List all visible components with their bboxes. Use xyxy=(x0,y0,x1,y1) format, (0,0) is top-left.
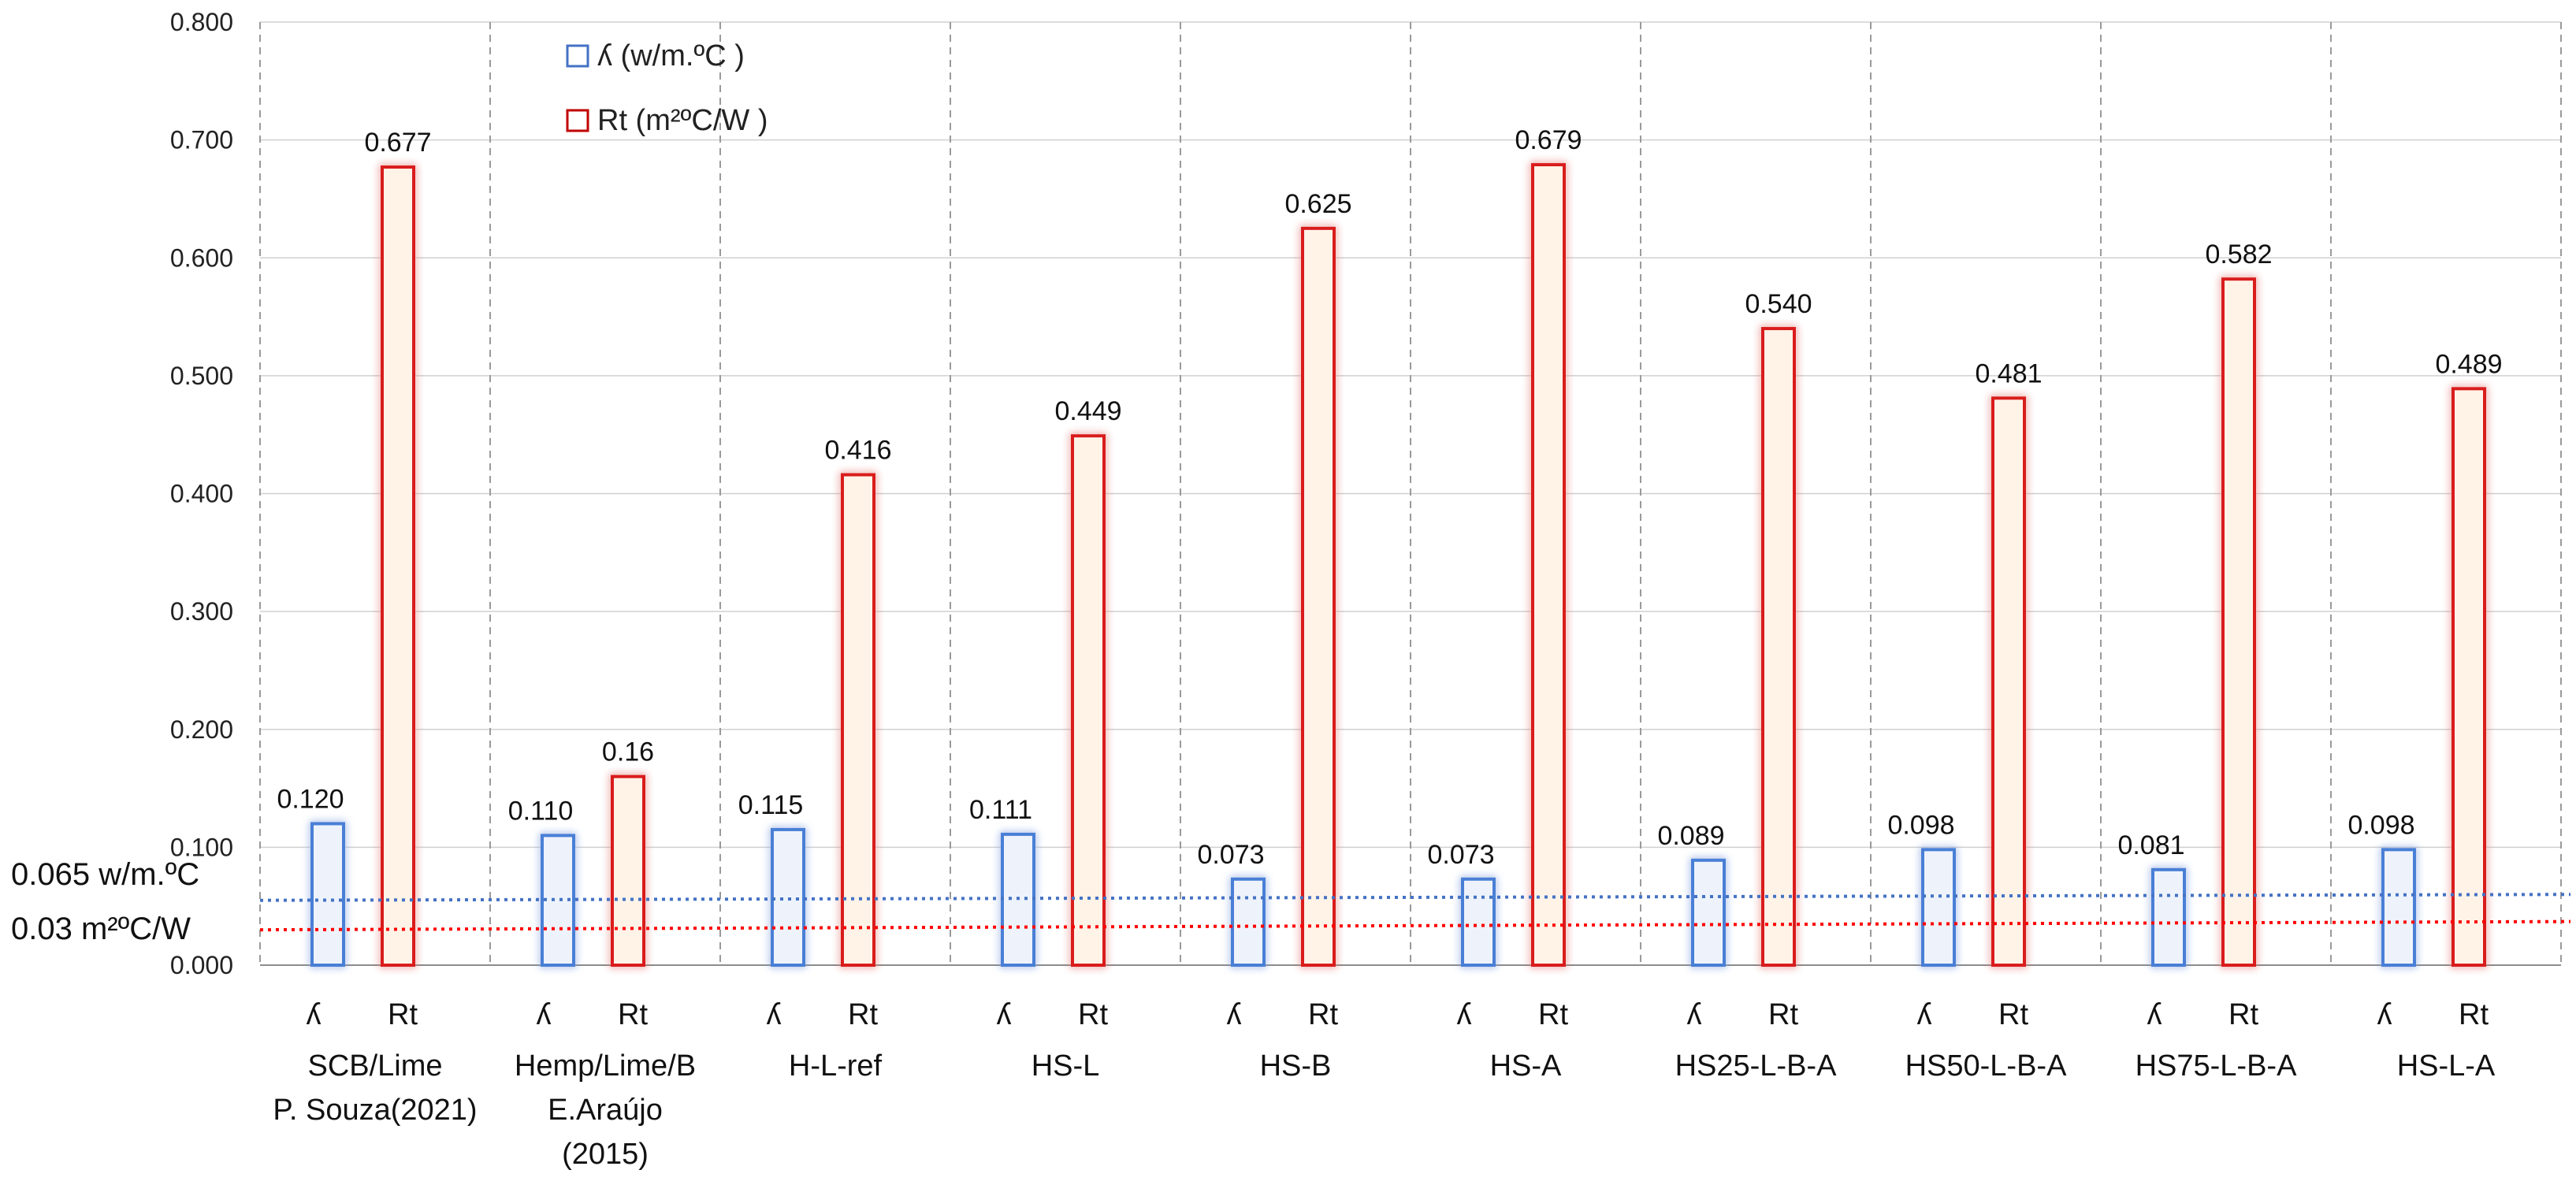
reference-lines xyxy=(259,893,2571,932)
lambda-bar xyxy=(2151,867,2186,967)
rt-reference-line xyxy=(259,919,2571,932)
category-label: E.Araújo xyxy=(548,1094,663,1127)
lambda-bar xyxy=(771,827,805,968)
rt-bar xyxy=(1761,327,1796,967)
lambda-axis-label: ʎ xyxy=(2147,998,2162,1031)
lambda-value-label: 0.110 xyxy=(508,796,574,826)
lambda-axis-label: ʎ xyxy=(997,998,1012,1031)
rt-legend-label: Rt (m²ºC/W ) xyxy=(597,104,768,137)
y-tick-label: 0.800 xyxy=(170,8,233,36)
lambda-value-label: 0.115 xyxy=(738,790,804,820)
y-tick-label: 0.000 xyxy=(170,951,233,979)
lambda-axis-label: ʎ xyxy=(1917,998,1932,1031)
rt-bar xyxy=(841,473,875,967)
lambda-bar xyxy=(1691,858,1726,967)
rt-value-label: 0.679 xyxy=(1515,125,1582,155)
y-tick-label: 0.400 xyxy=(170,480,233,508)
chart-text: 0.000 0.100 0.200 0.300 0.400 0.500 0.600 0.700… xyxy=(11,8,2503,1171)
lambda-reference-line xyxy=(259,893,2571,902)
lambda-value-label: 0.073 xyxy=(1197,840,1264,870)
rt-axis-label: Rt xyxy=(1768,998,1798,1031)
category-label: HS25-L-B-A xyxy=(1675,1049,1837,1083)
category-label: Hemp/Lime/B xyxy=(515,1049,696,1083)
category-label: HS-B xyxy=(1260,1049,1332,1083)
lambda-value-label: 0.089 xyxy=(1657,821,1724,851)
lambda-value-label: 0.111 xyxy=(969,795,1032,825)
lambda-bar xyxy=(2381,848,2416,968)
lambda-legend-label: ʎ (w/m.ºC ) xyxy=(597,39,745,72)
y-tick-label: 0.200 xyxy=(170,715,233,744)
lambda-axis-label: ʎ xyxy=(2377,998,2392,1031)
rt-bar xyxy=(1071,434,1106,967)
lambda-bar xyxy=(1461,877,1496,968)
lambda-value-label: 0.081 xyxy=(2117,830,2184,860)
category-label: HS-L xyxy=(1032,1049,1100,1083)
y-tick-label: 0.300 xyxy=(170,597,233,626)
rt-axis-label: Rt xyxy=(1998,998,2028,1031)
lambda-value-label: 0.120 xyxy=(277,784,344,814)
rt-bar xyxy=(1531,163,1566,967)
rt-bar xyxy=(2221,277,2256,967)
rt-value-label: 0.540 xyxy=(1745,289,1812,319)
y-tick-label: 0.600 xyxy=(170,243,233,272)
bars xyxy=(310,163,2486,968)
rt-bar xyxy=(2451,387,2486,967)
rt-bar xyxy=(611,774,645,967)
rt-bar xyxy=(1301,226,1336,967)
rt-value-label: 0.449 xyxy=(1054,396,1121,426)
lambda-value-label: 0.098 xyxy=(1887,810,1954,840)
lambda-axis-label: ʎ xyxy=(537,998,552,1031)
category-label: SCB/Lime xyxy=(307,1049,442,1083)
rt-value-label: 0.489 xyxy=(2435,349,2502,379)
lambda-value-label: 0.073 xyxy=(1427,840,1494,870)
rt-axis-label: Rt xyxy=(388,998,418,1031)
rt-value-label: 0.625 xyxy=(1284,189,1351,219)
rt-axis-label: Rt xyxy=(1078,998,1108,1031)
legend: ʎ (w/m.ºC ) Rt (m²ºC/W ) xyxy=(566,39,768,137)
rt-value-label: 0.16 xyxy=(602,737,654,767)
rt-legend-swatch xyxy=(566,109,589,132)
lambda-reference-label: 0.065 w/m.ºC xyxy=(11,857,199,892)
y-tick-label: 0.500 xyxy=(170,362,233,390)
lambda-axis-label: ʎ xyxy=(1227,998,1242,1031)
rt-axis-label: Rt xyxy=(618,998,648,1031)
lambda-value-label: 0.098 xyxy=(2347,810,2414,840)
category-label: (2015) xyxy=(562,1138,649,1171)
lambda-bar xyxy=(1231,877,1266,968)
rt-axis-label: Rt xyxy=(2228,998,2258,1031)
category-label: HS75-L-B-A xyxy=(2136,1049,2297,1083)
category-label: HS-L-A xyxy=(2397,1049,2496,1083)
rt-value-label: 0.416 xyxy=(824,436,891,466)
rt-axis-label: Rt xyxy=(1308,998,1338,1031)
category-separators xyxy=(259,22,2562,965)
rt-axis-label: Rt xyxy=(1538,998,1568,1031)
lambda-axis-label: ʎ xyxy=(767,998,782,1031)
y-tick-label: 0.700 xyxy=(170,126,233,154)
rt-reference-label: 0.03 m²ºC/W xyxy=(11,912,191,946)
lambda-axis-label: ʎ xyxy=(1687,998,1702,1031)
rt-axis-label: Rt xyxy=(848,998,878,1031)
lambda-axis-label: ʎ xyxy=(1457,998,1472,1031)
rt-value-label: 0.677 xyxy=(364,128,431,158)
rt-bar xyxy=(1991,396,2026,967)
category-label: HS-A xyxy=(1490,1049,1562,1083)
lambda-axis-label: ʎ xyxy=(307,998,322,1031)
category-label: HS50-L-B-A xyxy=(1905,1049,2067,1083)
rt-value-label: 0.481 xyxy=(1975,358,2042,388)
rt-bar xyxy=(381,165,415,967)
y-tick-label: 0.100 xyxy=(170,833,233,861)
lambda-bar xyxy=(1921,848,1956,968)
rt-value-label: 0.582 xyxy=(2205,240,2272,269)
lambda-bar xyxy=(310,822,345,967)
category-label: H-L-ref xyxy=(789,1049,883,1083)
category-label: P. Souza(2021) xyxy=(273,1094,477,1127)
lambda-legend-swatch xyxy=(566,44,589,68)
rt-axis-label: Rt xyxy=(2459,998,2489,1031)
